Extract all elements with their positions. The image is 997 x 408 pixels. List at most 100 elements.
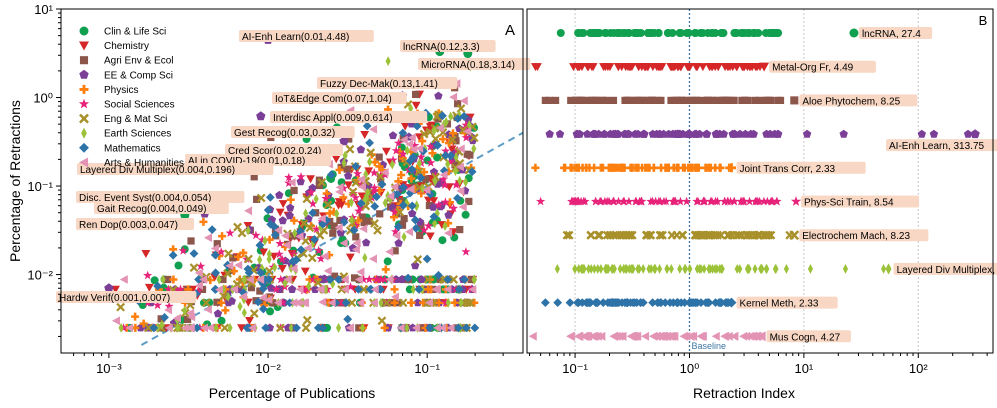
annotation-label: IoT&Edge Com(0.07,1.04) bbox=[275, 94, 392, 105]
row-max-label: Electrochem Mach, 8.23 bbox=[802, 231, 910, 242]
data-point-earth bbox=[262, 235, 268, 246]
data-point-phys bbox=[381, 265, 390, 274]
strip-point-chem bbox=[614, 63, 623, 72]
data-point-arts bbox=[339, 238, 348, 248]
data-point-math bbox=[405, 156, 415, 166]
data-point-eng bbox=[395, 207, 405, 217]
data-point-eng bbox=[413, 255, 423, 264]
data-point-arts bbox=[351, 245, 360, 254]
strip-point-phys bbox=[643, 163, 652, 172]
data-point-math bbox=[291, 255, 301, 265]
data-point-social bbox=[423, 221, 434, 230]
data-point-arts bbox=[435, 123, 444, 133]
annotation-bg bbox=[400, 40, 496, 52]
data-point-math bbox=[265, 192, 275, 202]
strip-point-earth bbox=[677, 263, 683, 274]
strip-point-social bbox=[725, 196, 736, 206]
data-point-eng bbox=[307, 253, 317, 263]
strip-point-clin bbox=[711, 29, 720, 37]
data-point-arts bbox=[354, 275, 363, 284]
data-point-ee bbox=[287, 285, 297, 293]
data-point-math bbox=[438, 111, 447, 121]
strip-point-math bbox=[584, 298, 594, 307]
strip-point-phys bbox=[711, 163, 720, 172]
data-point-math bbox=[372, 192, 381, 202]
data-point-phys bbox=[325, 209, 334, 218]
strip-max-arts bbox=[756, 331, 766, 342]
data-point-arts bbox=[205, 323, 214, 333]
data-point-phys bbox=[229, 267, 238, 276]
data-point-social bbox=[225, 228, 235, 237]
data-point-phys bbox=[428, 149, 437, 158]
data-point-math bbox=[393, 222, 403, 232]
data-point-arts bbox=[119, 275, 128, 284]
row-max-label-bg bbox=[766, 330, 851, 343]
strip-point-arts bbox=[711, 331, 720, 341]
data-point-chem bbox=[278, 200, 288, 209]
data-point-arts bbox=[256, 275, 265, 284]
data-point-arts bbox=[203, 305, 212, 315]
strip-point-clin bbox=[643, 29, 652, 37]
annotation-label: Ren Dop(0.003,0.047) bbox=[79, 220, 178, 231]
legend-label: Earth Sciences bbox=[104, 129, 171, 140]
data-point-math bbox=[439, 166, 449, 176]
strip-point-eng bbox=[564, 230, 574, 240]
data-point-arts bbox=[415, 144, 424, 153]
annotation-label: lncRNA(0.12,3.3) bbox=[403, 42, 480, 53]
strip-max-eng bbox=[789, 230, 800, 241]
strip-point-social bbox=[636, 196, 646, 206]
strip-point-phys bbox=[674, 163, 683, 172]
data-point-math bbox=[292, 323, 301, 333]
data-point-social bbox=[196, 261, 206, 271]
row-max-label: Phys-Sci Train, 8.54 bbox=[804, 198, 894, 209]
data-point-ee bbox=[429, 202, 438, 211]
data-point-social bbox=[376, 274, 386, 284]
strip-point-eng bbox=[677, 230, 687, 240]
data-point-arts bbox=[356, 298, 365, 308]
annotation-label: Gait Recog(0.004,0.049) bbox=[97, 204, 207, 215]
data-point-arts bbox=[303, 243, 312, 253]
strip-point-earth bbox=[783, 263, 789, 274]
data-point-eng bbox=[232, 279, 242, 289]
strip-point-chem bbox=[575, 63, 584, 72]
row-max-label: Joint Trans Corr, 2.33 bbox=[739, 164, 835, 175]
legend-label: EE & Comp Sci bbox=[104, 70, 173, 81]
data-point-phys bbox=[395, 147, 404, 156]
data-point-arts bbox=[186, 308, 195, 318]
data-point-chem bbox=[360, 131, 370, 140]
strip-point-earth bbox=[580, 263, 586, 274]
data-point-arts bbox=[455, 162, 464, 172]
data-point-social bbox=[193, 286, 203, 295]
data-point-arts bbox=[346, 323, 355, 333]
data-point-phys bbox=[305, 275, 314, 284]
row-max-label: Mus Cogn, 4.27 bbox=[770, 332, 841, 343]
data-point-arts bbox=[273, 298, 282, 308]
data-point-earth bbox=[241, 274, 247, 285]
data-point-arts bbox=[396, 323, 405, 333]
data-point-chem bbox=[334, 198, 344, 207]
strip-max-chem bbox=[759, 62, 770, 72]
strip-point-ee bbox=[802, 129, 812, 138]
data-point-social bbox=[410, 140, 420, 150]
data-point-social bbox=[275, 238, 285, 248]
data-point-agri bbox=[360, 218, 368, 227]
data-point-math bbox=[343, 314, 353, 324]
data-point-arts bbox=[444, 228, 453, 238]
strip-point-agri bbox=[697, 96, 705, 104]
data-point-agri bbox=[400, 214, 408, 223]
data-point-eng bbox=[301, 323, 311, 333]
data-point-social bbox=[289, 249, 299, 258]
data-point-agri bbox=[365, 217, 373, 225]
data-point-agri bbox=[366, 189, 375, 197]
strip-point-math bbox=[638, 298, 648, 307]
annotation-label: Fuzzy Dec-Mak(0.13,1.41) bbox=[320, 79, 438, 90]
data-point-math bbox=[244, 268, 254, 278]
data-point-phys bbox=[375, 186, 384, 195]
data-point-earth bbox=[342, 150, 348, 161]
strip-point-math bbox=[696, 298, 706, 307]
data-point-arts bbox=[199, 275, 208, 284]
data-point-earth bbox=[404, 322, 410, 333]
strip-point-social bbox=[609, 196, 619, 206]
strip-point-eng bbox=[658, 230, 667, 240]
strip-point-agri bbox=[704, 96, 712, 104]
